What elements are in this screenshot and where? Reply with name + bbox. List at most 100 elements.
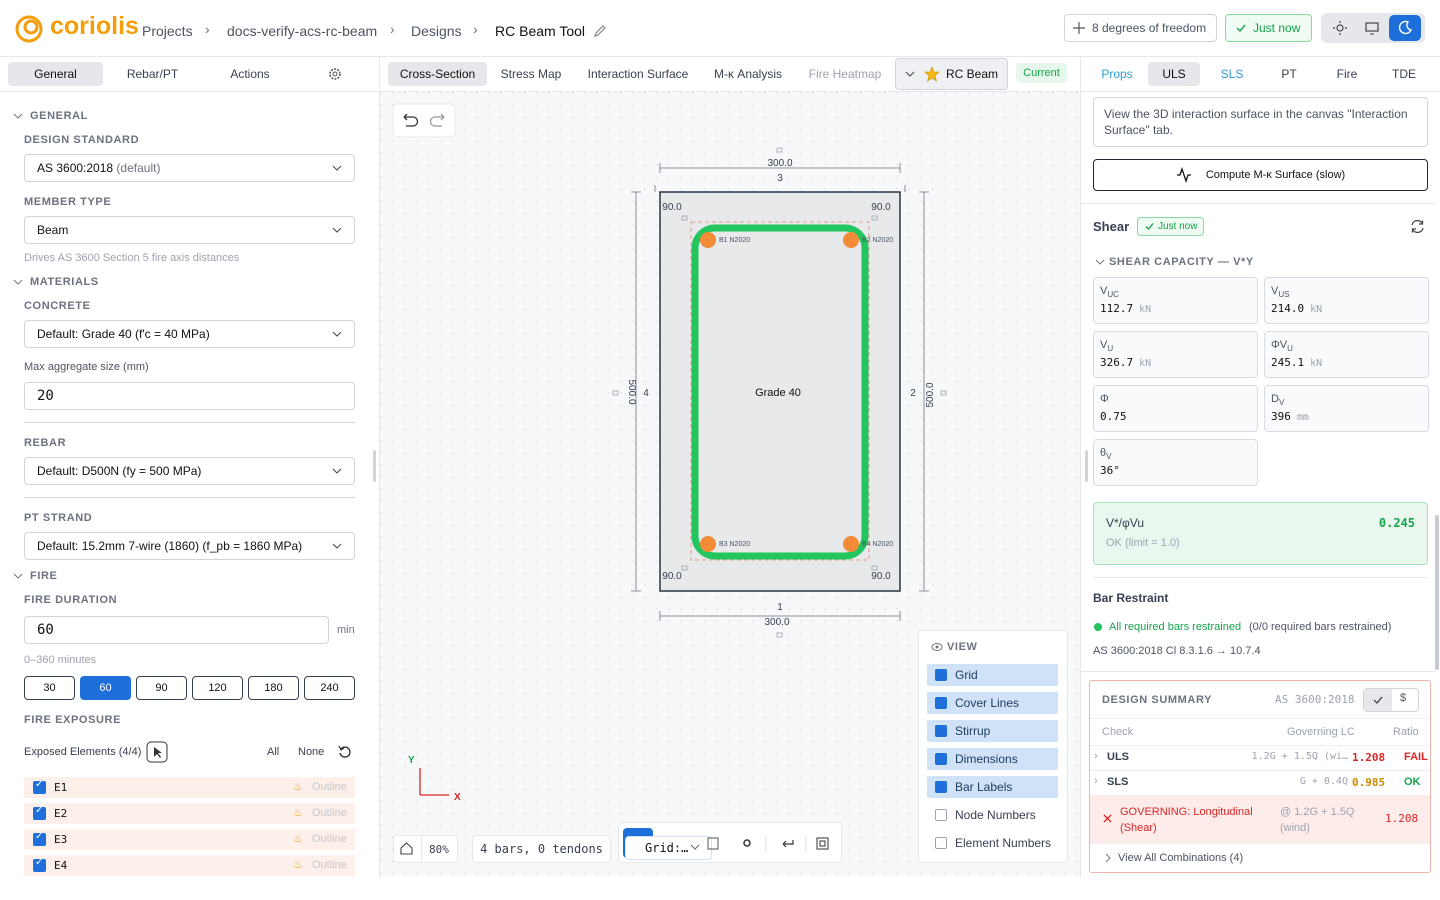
input[interactable]: 20 — [24, 382, 355, 410]
element-row[interactable] — [24, 855, 355, 876]
reset-icon[interactable] — [338, 745, 352, 759]
select[interactable]: Default: Grade 40 (f'c = 40 MPa) — [24, 320, 355, 348]
light-theme[interactable] — [1333, 21, 1347, 35]
preset-button[interactable]: 90 — [136, 676, 187, 700]
select-none[interactable]: None — [298, 746, 325, 758]
select[interactable]: Default: 15.2mm 7-wire (1860) (f_pb = 18… — [24, 532, 355, 560]
chevron[interactable] — [1095, 258, 1105, 266]
tab[interactable]: Interaction Surface — [587, 67, 689, 81]
compute-button[interactable]: Compute M-κ Surface (slow) — [1093, 159, 1428, 191]
exposure-mode[interactable]: Outline — [312, 859, 347, 871]
option-label[interactable]: Bar Labels — [955, 780, 1013, 794]
element-row[interactable] — [24, 777, 355, 798]
checkbox[interactable] — [935, 781, 947, 793]
tab[interactable]: Fire — [1336, 67, 1358, 81]
tab-active[interactable]: ULS — [1148, 62, 1200, 86]
exposure-mode[interactable]: Outline — [312, 833, 347, 845]
resize-handle[interactable] — [1085, 450, 1088, 482]
settings-icon[interactable] — [328, 67, 342, 81]
element-row[interactable] — [24, 803, 355, 824]
tab[interactable]: Rebar/PT — [126, 67, 179, 81]
checkbox[interactable] — [935, 697, 947, 709]
breadcrumb[interactable]: Designs — [411, 23, 462, 39]
check-name[interactable]: ULS — [1107, 751, 1129, 763]
preset-button[interactable]: 60 — [80, 676, 131, 700]
checkbox[interactable] — [935, 669, 947, 681]
zoom-level[interactable]: 80% — [429, 843, 449, 856]
rebar[interactable] — [700, 232, 716, 248]
checkbox[interactable] — [33, 859, 46, 872]
select[interactable]: AS 3600:2018 (default) — [24, 154, 355, 182]
tab[interactable]: M-κ Analysis — [713, 67, 782, 81]
view-all[interactable]: View All Combinations (4) — [1118, 852, 1244, 864]
tab[interactable]: Props — [1101, 67, 1133, 81]
preset-button[interactable]: 180 — [248, 676, 299, 700]
design-switcher[interactable] — [895, 58, 1008, 90]
tab[interactable]: Stress Map — [500, 67, 562, 81]
stirrup[interactable] — [691, 224, 869, 560]
breadcrumb[interactable]: Projects — [142, 23, 193, 39]
chevron[interactable] — [13, 112, 23, 120]
tab-active[interactable]: Cross-Section — [388, 62, 487, 86]
chevron[interactable]: › — [1094, 775, 1098, 787]
option-label[interactable]: Element Numbers — [955, 836, 1052, 850]
check-mark: ✓ — [35, 857, 44, 868]
chevron[interactable]: › — [1094, 750, 1098, 762]
eye-icon — [931, 643, 943, 651]
dark-theme[interactable] — [1389, 15, 1421, 41]
checkbox[interactable] — [33, 833, 46, 846]
edit-icon[interactable] — [593, 24, 607, 38]
select[interactable]: Beam — [24, 216, 355, 244]
preset-button[interactable]: 240 — [304, 676, 355, 700]
option-label[interactable]: Grid — [955, 668, 978, 682]
divider — [380, 91, 1080, 92]
rebar[interactable] — [843, 232, 859, 248]
cost-icon[interactable]: $ — [1400, 692, 1407, 704]
grid-select[interactable]: Grid:… — [625, 836, 712, 860]
input[interactable]: 60 — [24, 616, 329, 644]
exposure-mode[interactable]: Outline — [312, 807, 347, 819]
option-label[interactable]: Cover Lines — [955, 696, 1020, 710]
element-row[interactable] — [24, 829, 355, 850]
toggle-active[interactable] — [1364, 689, 1392, 711]
tool-icons[interactable] — [707, 836, 837, 852]
home-icon[interactable] — [400, 842, 413, 855]
system-theme[interactable] — [1365, 21, 1379, 35]
tab[interactable]: TDE — [1392, 67, 1416, 81]
dof-badge[interactable]: 8 degrees of freedom — [1064, 14, 1217, 42]
preset-button[interactable]: 30 — [24, 676, 75, 700]
chevron[interactable] — [13, 572, 23, 580]
tab[interactable]: SLS — [1220, 67, 1244, 81]
checkbox[interactable] — [935, 725, 947, 737]
redo[interactable] — [429, 113, 445, 127]
undo[interactable] — [403, 113, 419, 127]
checkbox[interactable] — [33, 781, 46, 794]
exposure-mode[interactable]: Outline — [312, 781, 347, 793]
flame-icon: ♨ — [293, 781, 303, 793]
checkbox[interactable] — [935, 837, 947, 849]
rebar[interactable] — [700, 536, 716, 552]
checkbox[interactable] — [935, 809, 947, 821]
select-all[interactable]: All — [267, 746, 280, 758]
option-label[interactable]: Stirrup — [955, 724, 991, 738]
tab[interactable]: PT — [1281, 67, 1297, 81]
select[interactable]: Default: D500N (fy = 500 MPa) — [24, 457, 355, 485]
option-label[interactable]: Dimensions — [955, 752, 1018, 766]
checkbox[interactable] — [33, 807, 46, 820]
resize-handle[interactable] — [373, 450, 376, 482]
option-label[interactable]: Node Numbers — [955, 808, 1036, 822]
preset-button[interactable]: 120 — [192, 676, 243, 700]
rebar[interactable] — [843, 536, 859, 552]
symbol: ΦV — [1271, 339, 1288, 351]
tab-active[interactable]: General — [8, 62, 103, 86]
concrete-section[interactable] — [659, 191, 901, 592]
scrollbar[interactable] — [1435, 515, 1439, 670]
refresh-icon[interactable] — [1410, 219, 1425, 234]
select-tool[interactable] — [146, 741, 168, 763]
edge-number: 1 — [777, 602, 783, 613]
checkbox[interactable] — [935, 753, 947, 765]
chevron[interactable] — [13, 278, 23, 286]
check-name[interactable]: SLS — [1107, 776, 1129, 788]
tab[interactable]: Actions — [230, 67, 270, 81]
breadcrumb[interactable]: docs-verify-acs-rc-beam — [227, 23, 378, 39]
